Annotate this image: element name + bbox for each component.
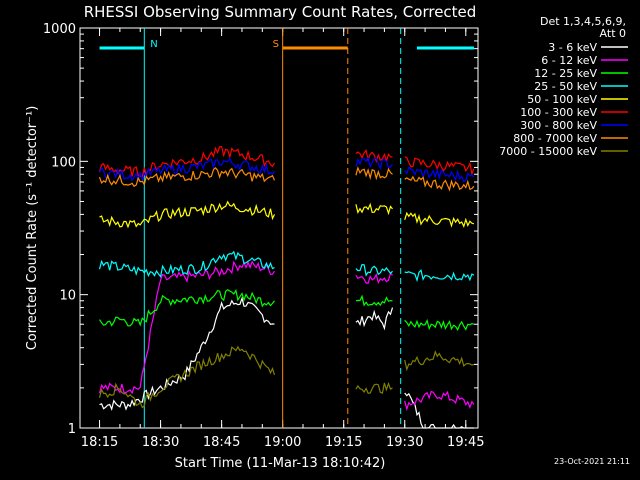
series-line — [99, 296, 275, 411]
series-line — [404, 175, 475, 192]
plot-area: 1 10 100 1000 18:15 18:30 18:45 19:00 19:15 19:30… — [43, 22, 485, 450]
marker-label: N — [150, 39, 157, 50]
series-line — [404, 392, 474, 429]
x-tick-label: 19:15 — [325, 435, 362, 450]
legend-label: 25 - 50 keV — [534, 80, 597, 93]
y-tick-label: 1 — [68, 422, 76, 437]
y-tick-label: 10 — [59, 289, 76, 304]
x-tick-label: 18:30 — [142, 435, 179, 450]
series-line — [98, 250, 275, 278]
series-line — [404, 156, 475, 176]
series-line — [355, 294, 393, 307]
series-line — [404, 318, 475, 331]
legend-label: 100 - 300 keV — [520, 106, 597, 119]
legend-label: 50 - 100 keV — [527, 93, 597, 106]
legend-label: 12 - 25 keV — [534, 67, 597, 80]
series-line — [404, 350, 475, 372]
legend-label: 800 - 7000 keV — [513, 132, 597, 145]
legend-label: 3 - 6 keV — [548, 41, 597, 54]
series-line — [404, 390, 475, 412]
legend-label: 300 - 800 keV — [520, 119, 597, 132]
x-axis-label: Start Time (11-Mar-13 18:10:42) — [175, 456, 386, 471]
x-tick-label: 19:45 — [447, 435, 484, 450]
series-line — [355, 381, 393, 394]
series-line — [355, 272, 393, 285]
y-tick-label: 1000 — [43, 22, 76, 37]
x-tick-label: 18:15 — [81, 435, 118, 450]
x-tick-label: 18:45 — [203, 435, 240, 450]
legend-label: 7000 - 15000 keV — [499, 145, 597, 158]
series-line — [98, 167, 276, 188]
series-line — [404, 269, 475, 283]
x-tick-label: 19:30 — [386, 435, 423, 450]
series-line — [99, 200, 276, 229]
series-line — [355, 307, 394, 331]
series-line — [355, 155, 393, 171]
series-line — [404, 211, 475, 228]
series-line — [98, 157, 275, 183]
series-line — [98, 260, 275, 395]
legend-label: 6 - 12 keV — [541, 54, 597, 67]
detector-info-line-1: Det 1,3,4,5,6,9, — [540, 15, 626, 28]
y-axis-label: Corrected Count Rate (s⁻¹ detector⁻¹) — [25, 106, 40, 351]
series-line — [404, 166, 475, 183]
plot-frame — [79, 27, 479, 429]
series-line — [355, 263, 393, 277]
series-line — [98, 145, 276, 178]
series-line — [355, 202, 393, 216]
footer-date: 23-Oct-2021 21:11 — [554, 457, 630, 466]
y-tick-label: 100 — [51, 155, 76, 170]
series-line — [98, 345, 276, 409]
series-line — [355, 166, 393, 181]
detector-info-line-2: Att 0 — [600, 27, 626, 40]
series-line — [99, 288, 275, 327]
marker-label: S — [273, 39, 279, 50]
x-tick-label: 19:00 — [264, 435, 301, 450]
chart-title: RHESSI Observing Summary Count Rates, Co… — [84, 3, 477, 21]
